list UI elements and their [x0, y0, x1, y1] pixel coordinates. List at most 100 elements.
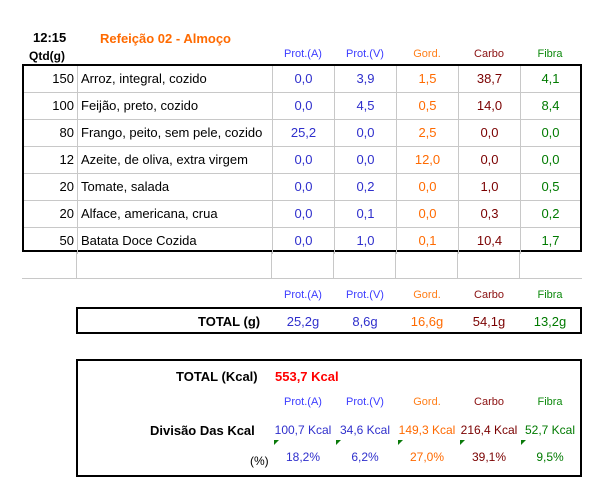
food-prot-v: 3,9	[335, 66, 397, 92]
total-carbo: 54,1g	[472, 314, 506, 329]
empty-cell-divider	[76, 252, 77, 279]
totals-header-fibra: Fibra	[537, 289, 563, 301]
food-prot-a: 0,0	[273, 174, 335, 200]
food-name[interactable]: Tomate, salada	[78, 174, 273, 200]
totals-header-prot-v: Prot.(V)	[346, 289, 384, 301]
food-table: 150 Arroz, integral, cozido 0,0 3,9 1,5 …	[22, 64, 582, 255]
pct-fibra: 9,5%	[536, 450, 564, 464]
cell-comment-marker-icon	[336, 440, 341, 445]
qtd-column-header: Qtd(g)	[29, 49, 65, 63]
table-row[interactable]: 20 Tomate, salada 0,0 0,2 0,0 1,0 0,5	[24, 174, 580, 201]
empty-food-row[interactable]	[22, 252, 582, 279]
time-label: 12:15	[33, 30, 67, 45]
food-carbo: 14,0	[459, 93, 521, 119]
food-qtd[interactable]: 50	[24, 228, 78, 254]
empty-cell-divider	[333, 252, 334, 279]
food-carbo: 1,0	[459, 174, 521, 200]
food-prot-v: 0,1	[335, 201, 397, 227]
table-row[interactable]: 20 Alface, americana, crua 0,0 0,1 0,0 0…	[24, 201, 580, 228]
table-row[interactable]: 80 Frango, peito, sem pele, cozido 25,2 …	[24, 120, 580, 147]
kcal-gord: 149,3 Kcal	[398, 423, 456, 437]
food-carbo: 38,7	[459, 66, 521, 92]
cell-comment-marker-icon	[460, 440, 465, 445]
food-prot-a: 0,0	[273, 93, 335, 119]
food-fibra: 0,2	[541, 206, 560, 221]
kcal-fibra: 52,7 Kcal	[524, 423, 576, 437]
food-carbo: 0,0	[459, 147, 521, 173]
totals-header-prot-a: Prot.(A)	[284, 289, 322, 301]
food-prot-a: 25,2	[273, 120, 335, 146]
total-prot-v: 8,6g	[352, 314, 378, 329]
food-name[interactable]: Alface, americana, crua	[78, 201, 273, 227]
food-prot-a: 0,0	[273, 201, 335, 227]
food-qtd[interactable]: 80	[24, 120, 78, 146]
food-qtd[interactable]: 20	[24, 174, 78, 200]
kcal-carbo: 216,4 Kcal	[460, 423, 518, 437]
food-prot-a: 0,0	[273, 66, 335, 92]
kcal-prot-a: 100,7 Kcal	[274, 423, 332, 437]
food-name[interactable]: Frango, peito, sem pele, cozido	[78, 120, 273, 146]
empty-cell-divider	[457, 252, 458, 279]
food-prot-v: 0,0	[335, 120, 397, 146]
food-gord: 2,5	[397, 120, 459, 146]
food-fibra: 0,0	[541, 152, 560, 167]
total-kcal-value: 553,7 Kcal	[275, 369, 339, 384]
food-name[interactable]: Arroz, integral, cozido	[78, 66, 273, 92]
food-name[interactable]: Batata Doce Cozida	[78, 228, 273, 254]
food-gord: 0,0	[397, 174, 459, 200]
food-fibra: 0,0	[541, 125, 560, 140]
food-gord: 0,5	[397, 93, 459, 119]
food-prot-a: 0,0	[273, 147, 335, 173]
kcal-box: TOTAL (Kcal) 553,7 Kcal Prot.(A) Prot.(V…	[76, 359, 582, 477]
kcal-header-fibra: Fibra	[537, 396, 563, 408]
kcal-prot-v: 34,6 Kcal	[339, 423, 391, 437]
food-name[interactable]: Feijão, preto, cozido	[78, 93, 273, 119]
food-gord: 1,5	[397, 66, 459, 92]
food-gord: 0,0	[397, 201, 459, 227]
totals-header-gord: Gord.	[413, 289, 441, 301]
header-gord: Gord.	[413, 48, 441, 60]
table-row[interactable]: 12 Azeite, de oliva, extra virgem 0,0 0,…	[24, 147, 580, 174]
food-prot-v: 4,5	[335, 93, 397, 119]
food-carbo: 0,3	[459, 201, 521, 227]
percent-label: (%)	[250, 454, 269, 468]
food-carbo: 10,4	[459, 228, 521, 254]
meal-title: Refeição 02 - Almoço	[100, 31, 232, 46]
empty-cell-divider	[395, 252, 396, 279]
kcal-header-prot-a: Prot.(A)	[284, 396, 322, 408]
food-prot-a: 0,0	[273, 228, 335, 254]
table-row[interactable]: 100 Feijão, preto, cozido 0,0 4,5 0,5 14…	[24, 93, 580, 120]
total-gord: 16,6g	[410, 314, 444, 329]
total-kcal-label: TOTAL (Kcal)	[176, 369, 258, 384]
food-qtd[interactable]: 20	[24, 201, 78, 227]
table-row[interactable]: 50 Batata Doce Cozida 0,0 1,0 0,1 10,4 1…	[24, 228, 580, 255]
pct-prot-a: 18,2%	[285, 450, 321, 464]
totals-box: TOTAL (g) 25,2g 8,6g 16,6g 54,1g 13,2g	[76, 307, 582, 334]
food-carbo: 0,0	[459, 120, 521, 146]
header-carbo: Carbo	[474, 48, 504, 60]
total-grams-label: TOTAL (g)	[198, 314, 261, 329]
food-qtd[interactable]: 12	[24, 147, 78, 173]
table-row[interactable]: 150 Arroz, integral, cozido 0,0 3,9 1,5 …	[24, 66, 580, 93]
total-fibra: 13,2g	[533, 314, 567, 329]
kcal-division-label: Divisão Das Kcal	[150, 423, 255, 438]
food-name[interactable]: Azeite, de oliva, extra virgem	[78, 147, 273, 173]
pct-carbo: 39,1%	[471, 450, 507, 464]
food-fibra: 0,5	[541, 179, 560, 194]
food-prot-v: 0,0	[335, 147, 397, 173]
food-fibra: 8,4	[541, 98, 560, 113]
food-prot-v: 1,0	[335, 228, 397, 254]
food-qtd[interactable]: 150	[24, 66, 78, 92]
header-prot-a: Prot.(A)	[284, 48, 322, 60]
food-fibra: 1,7	[541, 233, 560, 248]
cell-comment-marker-icon	[521, 440, 526, 445]
food-qtd[interactable]: 100	[24, 93, 78, 119]
cell-comment-marker-icon	[398, 440, 403, 445]
pct-gord: 27,0%	[409, 450, 445, 464]
kcal-header-gord: Gord.	[413, 396, 441, 408]
totals-header-carbo: Carbo	[474, 289, 504, 301]
header-fibra: Fibra	[537, 48, 563, 60]
empty-cell-divider	[271, 252, 272, 279]
cell-comment-marker-icon	[274, 440, 279, 445]
pct-prot-v: 6,2%	[351, 450, 379, 464]
